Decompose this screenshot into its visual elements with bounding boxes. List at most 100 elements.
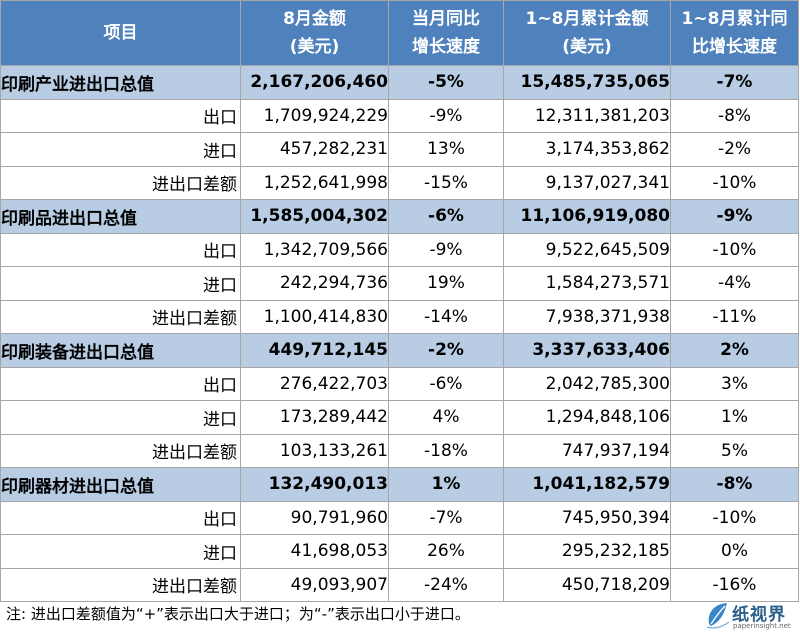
summary-row: 印刷装备进出口总值 449,712,145 -2% 3,337,633,406 2% [0,333,799,368]
cell-ytd-yoy: 2% [670,333,799,368]
cell-ytd-amount: 11,106,919,080 [503,199,671,234]
cell-ytd-yoy: -9% [670,199,799,234]
cell-ytd-amount: 450,718,209 [503,567,671,602]
cell-ytd-yoy: -10% [670,232,799,267]
table-row: 进口 242,294,736 19% 1,584,273,571 -4% [0,266,799,301]
cell-ytd-yoy: -7% [670,65,799,100]
row-item-label: 进口 [0,534,241,569]
header-row: 项目 8月金额 (美元) 当月同比 增长速度 1~8月累计金额 (美元) 1~8月累计… [0,0,799,66]
cell-ytd-amount: 3,174,353,862 [503,132,671,167]
cell-aug-yoy: -5% [388,65,504,100]
summary-row: 印刷器材进出口总值 132,490,013 1% 1,041,182,579 -8% [0,467,799,502]
row-item-label: 进口 [0,266,241,301]
cell-ytd-amount: 1,584,273,571 [503,266,671,301]
cell-aug-amount: 103,133,261 [240,433,389,468]
cell-ytd-yoy: -16% [670,567,799,602]
cell-aug-yoy: 13% [388,132,504,167]
cell-aug-amount: 276,422,703 [240,366,389,401]
cell-aug-amount: 1,585,004,302 [240,199,389,234]
table-row: 进出口差额 49,093,907 -24% 450,718,209 -16% [0,567,799,602]
row-item-label: 出口 [0,232,241,267]
cell-aug-yoy: -7% [388,500,504,535]
row-item-label: 印刷产业进出口总值 [0,65,241,100]
row-item-label: 印刷装备进出口总值 [0,333,241,368]
cell-aug-yoy: -6% [388,366,504,401]
cell-ytd-amount: 12,311,381,203 [503,98,671,133]
table-row: 进出口差额 1,100,414,830 -14% 7,938,371,938 -11% [0,299,799,334]
row-item-label: 进出口差额 [0,165,241,200]
table-row: 出口 1,709,924,229 -9% 12,311,381,203 -8% [0,98,799,133]
paper-leaf-icon [706,603,730,629]
cell-aug-yoy: -2% [388,333,504,368]
row-item-label: 印刷品进出口总值 [0,199,241,234]
cell-ytd-yoy: 3% [670,366,799,401]
cell-ytd-amount: 9,137,027,341 [503,165,671,200]
header-item: 项目 [0,0,241,66]
table-row: 进出口差额 1,252,641,998 -15% 9,137,027,341 -10% [0,165,799,200]
row-item-label: 出口 [0,366,241,401]
row-item-label: 进出口差额 [0,299,241,334]
cell-ytd-yoy: 5% [670,433,799,468]
cell-aug-yoy: -9% [388,232,504,267]
cell-aug-amount: 2,167,206,460 [240,65,389,100]
table-row: 进口 173,289,442 4% 1,294,848,106 1% [0,400,799,435]
cell-ytd-yoy: -4% [670,266,799,301]
cell-aug-amount: 41,698,053 [240,534,389,569]
header-ytd-amount: 1~8月累计金额 (美元) [503,0,671,66]
cell-aug-amount: 49,093,907 [240,567,389,602]
cell-aug-amount: 90,791,960 [240,500,389,535]
table-row: 出口 276,422,703 -6% 2,042,785,300 3% [0,366,799,401]
cell-aug-yoy: 1% [388,467,504,502]
cell-aug-amount: 242,294,736 [240,266,389,301]
cell-ytd-amount: 1,294,848,106 [503,400,671,435]
cell-ytd-yoy: 0% [670,534,799,569]
row-item-label: 进口 [0,132,241,167]
table-row: 进口 457,282,231 13% 3,174,353,862 -2% [0,132,799,167]
table-body: 印刷产业进出口总值 2,167,206,460 -5% 15,485,735,065-… [0,65,799,602]
cell-ytd-yoy: 1% [670,400,799,435]
footnote: 注: 进出口差额值为“+”表示出口大于进口；为“-”表示出口小于进口。 [6,605,470,623]
row-item-label: 进口 [0,400,241,435]
header-aug-amount: 8月金额 (美元) [240,0,389,66]
cell-ytd-amount: 2,042,785,300 [503,366,671,401]
cell-ytd-amount: 747,937,194 [503,433,671,468]
cell-aug-yoy: -6% [388,199,504,234]
cell-ytd-yoy: -10% [670,165,799,200]
cell-ytd-yoy: -10% [670,500,799,535]
cell-aug-amount: 1,252,641,998 [240,165,389,200]
cell-aug-amount: 132,490,013 [240,467,389,502]
cell-aug-amount: 1,709,924,229 [240,98,389,133]
cell-aug-yoy: -18% [388,433,504,468]
cell-aug-yoy: -24% [388,567,504,602]
summary-row: 印刷产业进出口总值 2,167,206,460 -5% 15,485,735,065-… [0,65,799,100]
row-item-label: 出口 [0,98,241,133]
cell-aug-yoy: 4% [388,400,504,435]
header-ytd-yoy: 1~8月累计同 比增长速度 [670,0,799,66]
cell-ytd-amount: 9,522,645,509 [503,232,671,267]
table-row: 进出口差额 103,133,261 -18% 747,937,194 5% [0,433,799,468]
logo-url: paperinsight.net [733,622,791,630]
cell-ytd-amount: 7,938,371,938 [503,299,671,334]
logo: 纸视界 paperinsight.net [705,598,800,635]
cell-ytd-amount: 745,950,394 [503,500,671,535]
cell-aug-yoy: -15% [388,165,504,200]
row-item-label: 出口 [0,500,241,535]
cell-ytd-amount: 3,337,633,406 [503,333,671,368]
table-row: 进口 41,698,053 26% 295,232,185 0% [0,534,799,569]
table-row: 出口 90,791,960 -7% 745,950,394 -10% [0,500,799,535]
cell-aug-amount: 449,712,145 [240,333,389,368]
cell-aug-yoy: 26% [388,534,504,569]
cell-ytd-yoy: -8% [670,98,799,133]
table-row: 出口 1,342,709,566 -9% 9,522,645,509 -10% [0,232,799,267]
summary-row: 印刷品进出口总值 1,585,004,302 -6% 11,106,919,080 -9… [0,199,799,234]
cell-aug-amount: 1,100,414,830 [240,299,389,334]
cell-ytd-yoy: -11% [670,299,799,334]
cell-aug-yoy: -14% [388,299,504,334]
header-aug-yoy: 当月同比 增长速度 [388,0,504,66]
cell-ytd-amount: 1,041,182,579 [503,467,671,502]
cell-aug-amount: 173,289,442 [240,400,389,435]
row-item-label: 印刷器材进出口总值 [0,467,241,502]
cell-ytd-yoy: -8% [670,467,799,502]
cell-ytd-amount: 295,232,185 [503,534,671,569]
cell-aug-yoy: -9% [388,98,504,133]
